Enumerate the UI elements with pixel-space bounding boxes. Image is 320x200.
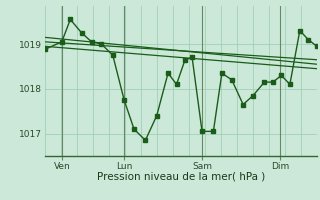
X-axis label: Pression niveau de la mer( hPa ): Pression niveau de la mer( hPa ) [97,172,265,182]
